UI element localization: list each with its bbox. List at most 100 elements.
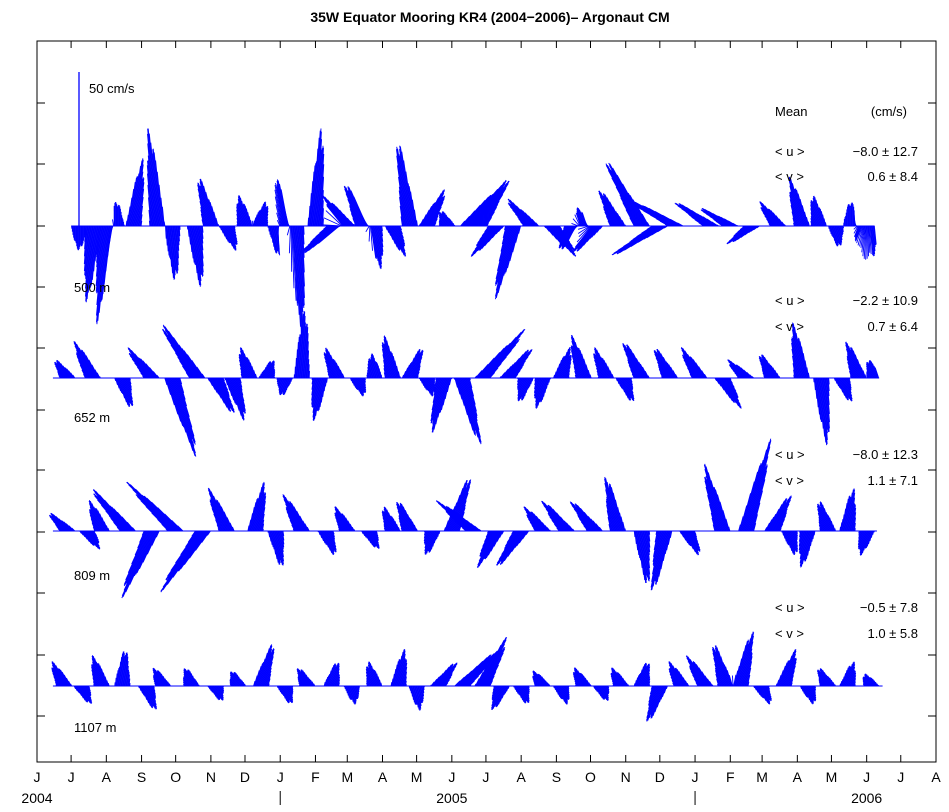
velocity-stick [126, 669, 130, 687]
velocity-stick [603, 685, 609, 699]
velocity-stick [707, 494, 718, 532]
velocity-stick [215, 499, 231, 532]
velocity-stick [547, 512, 564, 532]
velocity-stick [521, 685, 528, 702]
velocity-stick [261, 367, 267, 379]
velocity-stick [553, 371, 557, 379]
velocity-stick [817, 503, 827, 532]
velocity-stick [142, 685, 151, 706]
velocity-stick [150, 685, 157, 699]
velocity-stick [324, 356, 334, 379]
velocity-stick [682, 677, 688, 687]
depth-label: 1107 m [74, 720, 116, 735]
velocity-stick [768, 363, 777, 379]
velocity-stick [312, 377, 318, 408]
velocity-stick [668, 662, 681, 687]
velocity-stick [92, 530, 99, 539]
velocity-stick [711, 517, 716, 532]
velocity-stick [531, 511, 547, 532]
velocity-stick [622, 677, 628, 687]
velocity-stick [263, 361, 271, 379]
velocity-stick [187, 669, 194, 687]
velocity-stick [820, 668, 830, 687]
velocity-stick [183, 669, 190, 687]
velocity-stick [510, 203, 531, 227]
velocity-stick [268, 530, 271, 538]
velocity-stick [738, 524, 741, 532]
velocity-stick [373, 669, 379, 687]
velocity-stick [89, 506, 101, 532]
velocity-stick [305, 674, 313, 687]
velocity-stick [125, 530, 154, 593]
velocity-stick [270, 225, 274, 243]
velocity-stick [56, 360, 70, 379]
velocity-stick [242, 350, 252, 379]
velocity-stick [133, 530, 156, 577]
velocity-stick [219, 225, 222, 231]
velocity-stick [144, 685, 154, 708]
velocity-stick [687, 656, 706, 687]
velocity-stick [517, 377, 521, 388]
velocity-stick [877, 684, 880, 687]
velocity-stick [438, 224, 441, 227]
velocity-stick [484, 530, 491, 543]
velocity-stick [371, 353, 376, 379]
velocity-stick [260, 370, 264, 379]
velocity-stick [798, 530, 802, 542]
velocity-stick [527, 685, 530, 691]
velocity-stick [577, 225, 591, 234]
velocity-stick [131, 354, 151, 379]
velocity-stick [859, 225, 865, 247]
velocity-stick [793, 369, 796, 379]
velocity-stick [440, 212, 447, 227]
velocity-stick [682, 530, 691, 547]
velocity-stick [781, 655, 793, 687]
velocity-stick [509, 350, 533, 379]
velocity-stick [424, 530, 431, 552]
velocity-stick [112, 219, 115, 227]
velocity-stick [403, 671, 408, 687]
velocity-stick [122, 530, 154, 597]
velocity-stick [498, 530, 521, 565]
velocity-stick [317, 377, 323, 411]
velocity-stick [781, 651, 795, 687]
velocity-stick [267, 360, 275, 379]
velocity-stick [72, 374, 76, 379]
velocity-stick [255, 373, 258, 379]
velocity-stick [555, 685, 559, 695]
velocity-stick [287, 500, 304, 532]
velocity-stick [541, 500, 566, 532]
velocity-stick [176, 225, 180, 251]
velocity-stick [704, 373, 708, 379]
velocity-stick [616, 672, 625, 687]
velocity-stick [366, 666, 373, 687]
velocity-stick [208, 199, 216, 227]
velocity-stick [852, 675, 857, 687]
velocity-stick [625, 353, 639, 379]
velocity-stick [308, 193, 312, 227]
velocity-stick [373, 225, 380, 266]
velocity-stick [862, 677, 868, 687]
velocity-stick [215, 519, 221, 532]
velocity-stick [839, 526, 841, 532]
velocity-stick [400, 527, 403, 532]
velocity-stick [240, 373, 243, 379]
velocity-stick [345, 517, 353, 532]
velocity-stick [626, 344, 644, 379]
velocity-stick [132, 527, 136, 532]
velocity-stick [268, 530, 272, 542]
velocity-stick [235, 672, 242, 687]
velocity-stick [734, 665, 740, 687]
velocity-stick [388, 225, 400, 250]
velocity-stick [869, 530, 873, 542]
velocity-stick [173, 377, 193, 440]
velocity-stick [391, 673, 395, 687]
velocity-stick [813, 195, 821, 227]
velocity-stick [83, 225, 88, 265]
velocity-stick [356, 685, 359, 697]
velocity-stick [818, 681, 822, 687]
velocity-stick [128, 674, 130, 687]
velocity-stick [335, 512, 346, 532]
velocity-stick [242, 204, 248, 227]
velocity-stick [602, 195, 619, 227]
